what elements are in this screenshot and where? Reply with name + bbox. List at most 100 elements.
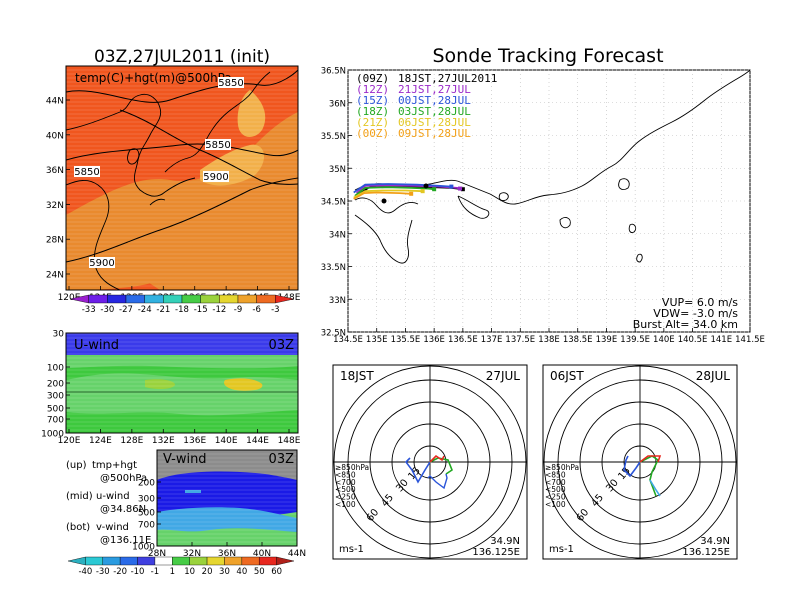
upper-map-y-ticks: 44N 40N 36N 32N 28N 24N — [46, 97, 70, 281]
colorbar-label: 20 — [202, 567, 213, 577]
contour-line — [66, 69, 298, 103]
colorbar-label: -12 — [212, 305, 226, 315]
level-label: <850 — [545, 470, 566, 479]
x-tick-label: 140E — [215, 436, 238, 446]
colorbar-swatch — [67, 556, 86, 566]
x-tick-label: 132E — [152, 436, 175, 446]
y-tick-label: 1000 — [41, 430, 64, 440]
note-value: tmp+hgt — [92, 460, 137, 471]
y-tick-label: 300 — [138, 495, 155, 505]
track-end-marker — [457, 186, 462, 191]
island — [498, 192, 509, 201]
colorbar-label: -24 — [138, 305, 152, 315]
note-value: @34.86N — [100, 504, 146, 515]
hodograph-trace — [404, 457, 431, 484]
u-wind-label: U-wind — [74, 338, 119, 353]
island — [618, 178, 630, 191]
y-tick-label: 700 — [138, 521, 155, 531]
level-label: <250 — [335, 493, 356, 502]
legend-code: (21Z) — [356, 116, 389, 129]
y-tick-label: 100 — [47, 364, 64, 374]
legend-text: 00JST,28JUL — [398, 94, 471, 107]
hodograph-1-unit: ms-1 — [339, 544, 364, 555]
v-wind-x-ticks: 28N 32N 36N 40N 44N — [148, 542, 306, 559]
island — [559, 217, 571, 229]
hodograph-1-time: 18JST — [340, 369, 374, 383]
x-tick-label: 148E — [278, 436, 301, 446]
colorbar-label: -30 — [100, 305, 114, 315]
track-line — [353, 191, 412, 200]
coastline — [149, 198, 166, 206]
note-value: @500hPa — [100, 473, 147, 484]
y-tick-label: 32N — [46, 201, 64, 211]
colorbar-swatch — [256, 294, 276, 304]
u-wind-panel: U-wind 03Z 120E 124E 128E 132E 136E 140E 144E 1… — [41, 330, 301, 447]
y-tick-label: 36.5N — [321, 67, 346, 77]
colorbar-label: 60 — [271, 567, 282, 577]
colorbar-swatch — [125, 294, 145, 304]
y-tick-label: 35N — [329, 165, 346, 175]
coastline — [66, 93, 196, 197]
track-end-marker — [449, 184, 454, 189]
v-wind-colorbar: -40 -30 -20 -10 -1 1 10 20 30 40 50 60 — [67, 556, 295, 577]
coastline — [66, 180, 121, 290]
contour-label: 5850 — [205, 139, 231, 151]
x-tick-label: 138.5E — [563, 335, 593, 345]
x-tick-label: 120E — [58, 293, 81, 303]
colorbar-swatch — [206, 556, 225, 566]
legend-code: (09Z) — [356, 72, 389, 85]
colorbar-swatch — [154, 556, 173, 566]
colorbar-swatch — [172, 556, 190, 566]
x-tick-label: 134.5E — [333, 335, 363, 345]
track-panel: Sonde Tracking Forecast (09Z) 18JST,27JUL… — [321, 45, 765, 345]
upper-map-frame — [65, 65, 299, 291]
x-tick-label: 144E — [246, 436, 269, 446]
y-tick-label: 300 — [47, 392, 64, 402]
level-label: ≥850hPa — [545, 463, 579, 472]
colorbar-label: -27 — [119, 305, 133, 315]
x-tick-label: 139.5E — [620, 335, 650, 345]
x-tick-label: 140.5E — [678, 335, 708, 345]
level-label: <100 — [545, 500, 566, 509]
y-tick-label: 32.5N — [321, 329, 346, 339]
colorbar-swatch — [237, 294, 257, 304]
hodograph-trace — [623, 455, 641, 478]
colorbar-label: 10 — [184, 567, 195, 577]
island — [636, 253, 643, 263]
y-tick-label: 28N — [46, 236, 64, 246]
upper-map-panel: 03Z,27JUL2011 (init) temp(C)+hgt(m)@500h… — [46, 47, 301, 315]
coastline — [457, 195, 490, 219]
hodograph-2-lon: 136.125E — [682, 547, 730, 558]
legend-code: (12Z) — [356, 83, 389, 96]
svg-text:5900: 5900 — [89, 258, 114, 269]
x-tick-label: 139E — [596, 335, 618, 345]
track-y-ticks: 36.5N 36N 35.5N 35N 34.5N 34N 33.5N 33N 32.5N — [321, 67, 352, 339]
x-tick-label: 40N — [253, 549, 271, 559]
y-tick-label: 33.5N — [321, 263, 346, 273]
svg-text:5850: 5850 — [205, 140, 230, 151]
y-tick-label: 34.5N — [321, 198, 346, 208]
track-line — [353, 189, 423, 199]
x-tick-label: 135.5E — [391, 335, 421, 345]
hodograph-trace — [427, 473, 448, 490]
colorbar-label: -33 — [82, 305, 96, 315]
legend-text: 09JST,28JUL — [398, 127, 471, 140]
coastline — [354, 70, 750, 205]
x-tick-label: 32N — [183, 549, 201, 559]
legend-text: 18JST,27JUL2011 — [398, 72, 497, 85]
colorbar-label: -3 — [271, 305, 279, 315]
track-x-ticks: 134.5E 135E 135.5E 136E 136.5E 137E 137.5E 138E… — [333, 328, 765, 345]
track-title: Sonde Tracking Forecast — [432, 45, 663, 67]
hodograph-1-lon: 136.125E — [472, 547, 520, 558]
colorbar-label: -1 — [151, 567, 159, 577]
contour-label: 5850 — [218, 77, 244, 89]
contour-line — [66, 177, 298, 263]
legend-text: 06JST,28JUL — [398, 116, 471, 129]
svg-text:5850: 5850 — [218, 78, 243, 89]
hodograph-trace — [639, 455, 662, 463]
level-label: <850 — [335, 470, 356, 479]
note-value: u-wind — [96, 491, 130, 502]
x-tick-label: 140E — [653, 335, 675, 345]
svg-text:5850: 5850 — [74, 167, 99, 178]
